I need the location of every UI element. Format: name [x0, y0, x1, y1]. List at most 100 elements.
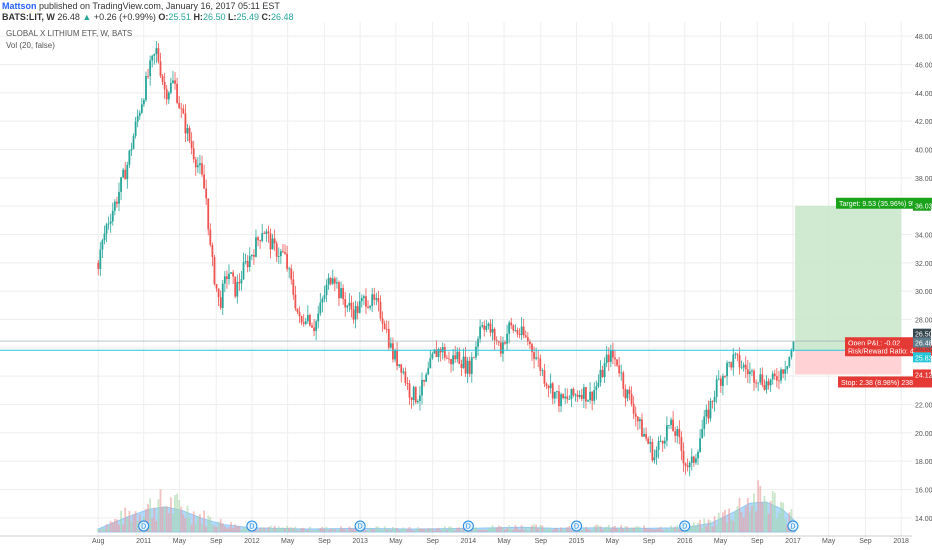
time-axis[interactable]: Aug 2011 May Sep 2012 May Sep 2013 May Sep 2014 May… — [0, 535, 912, 545]
candle-body — [481, 325, 484, 327]
volume-bar — [771, 490, 774, 532]
volume-bar — [188, 517, 191, 532]
price-axis[interactable]: 14.0016.0018.0020.0022.0024.0026.0028.00… — [913, 34, 932, 523]
candle-body — [792, 341, 795, 351]
x-tick-label: 2011 — [136, 538, 151, 545]
volume-bar — [149, 498, 152, 532]
candle-body — [460, 363, 463, 369]
volume-bar — [628, 528, 631, 532]
candle-body — [589, 391, 591, 401]
volume-bar — [668, 529, 670, 532]
volume-bar — [558, 530, 560, 532]
volume-bar — [153, 507, 156, 532]
candle-body — [209, 229, 212, 245]
risk-reward-label-bg — [845, 345, 932, 357]
candle-body — [277, 256, 280, 257]
volume-bar — [203, 510, 205, 532]
volume-bar — [234, 524, 237, 532]
volume-bar — [331, 528, 334, 532]
candle-body — [261, 233, 264, 241]
candle-body — [211, 244, 214, 258]
candle-body — [402, 371, 405, 373]
volume-bar — [692, 522, 695, 532]
candle-body — [126, 164, 129, 180]
volume-bar — [709, 520, 712, 532]
candle-body — [448, 358, 450, 360]
candle-body — [381, 318, 384, 324]
volume-bar — [545, 529, 548, 532]
volume-bar — [215, 527, 218, 532]
candle-body — [582, 387, 585, 399]
volume-bar — [767, 513, 770, 532]
volume-bar — [678, 528, 681, 532]
volume-bar — [196, 516, 199, 532]
volume-bar — [304, 529, 307, 532]
volume-bar — [323, 529, 326, 532]
volume-bar — [599, 526, 602, 532]
dividend-marker-icon — [462, 520, 474, 532]
candle-body — [526, 337, 529, 342]
y-tick-label: 40.00 — [915, 148, 932, 155]
volume-bar — [184, 517, 187, 532]
volume-bar — [288, 527, 291, 532]
volume-bar — [570, 529, 573, 532]
volume-bar — [190, 524, 193, 532]
candle-body — [670, 419, 672, 426]
volume-bar — [535, 524, 538, 532]
candle-body — [562, 394, 565, 399]
candle-body — [356, 306, 359, 313]
volume-bar — [230, 522, 232, 532]
volume-bar — [607, 524, 610, 532]
last-price-badge: 26.48 — [915, 340, 932, 347]
volume-bar — [385, 529, 388, 532]
volume-bar — [522, 529, 525, 532]
candle-body — [147, 76, 149, 77]
candle-body — [298, 312, 301, 317]
volume-bar — [167, 513, 170, 532]
volume-bar — [744, 506, 747, 532]
candle-body — [292, 279, 295, 295]
entry-price-badge: 25.83 — [915, 355, 932, 362]
volume-bar — [103, 529, 106, 532]
open-label: O: — [158, 12, 169, 22]
price-chart[interactable]: D D D D D D D Target: 9.53 (35.96%) 953 Stop: 2.… — [0, 22, 932, 550]
volume-bar — [782, 502, 784, 532]
candle-body — [722, 376, 724, 386]
volume-bar — [734, 511, 737, 532]
volume-bar — [333, 529, 336, 532]
volume-bar — [564, 529, 567, 532]
candle-body — [634, 413, 637, 417]
candle-body — [605, 354, 608, 364]
candle-body — [174, 80, 176, 84]
candle-body — [468, 360, 471, 374]
volume-bar — [707, 519, 710, 532]
candle-body — [294, 294, 297, 309]
candle-body — [782, 369, 784, 374]
candle-body — [321, 298, 324, 303]
volume-bar — [244, 527, 247, 532]
dividend-marker-label: D — [249, 524, 254, 531]
dividend-marker-icon — [571, 520, 583, 532]
volume-bar — [242, 526, 245, 532]
candle-body — [180, 107, 183, 109]
volume-bar — [265, 529, 268, 532]
candle-body — [331, 278, 334, 284]
candle-body — [365, 296, 367, 307]
candle-body — [740, 367, 743, 369]
y-tick-label: 18.00 — [915, 459, 932, 466]
candle-body — [445, 357, 448, 359]
candle-body — [778, 380, 780, 382]
volume-bar — [350, 527, 353, 532]
last-price-badge-bg — [913, 337, 931, 348]
volume-bar — [641, 530, 643, 532]
author-link[interactable]: Mattson — [2, 1, 37, 11]
volume-bar — [697, 522, 699, 532]
candle-body — [323, 295, 326, 299]
target-price-badge: 36.03 — [915, 204, 932, 211]
volume-bar — [759, 485, 762, 532]
candle-body — [377, 298, 380, 302]
volume-bar — [406, 528, 409, 532]
candle-body — [663, 440, 666, 444]
candle-body — [695, 458, 697, 463]
candle-body — [167, 92, 170, 100]
